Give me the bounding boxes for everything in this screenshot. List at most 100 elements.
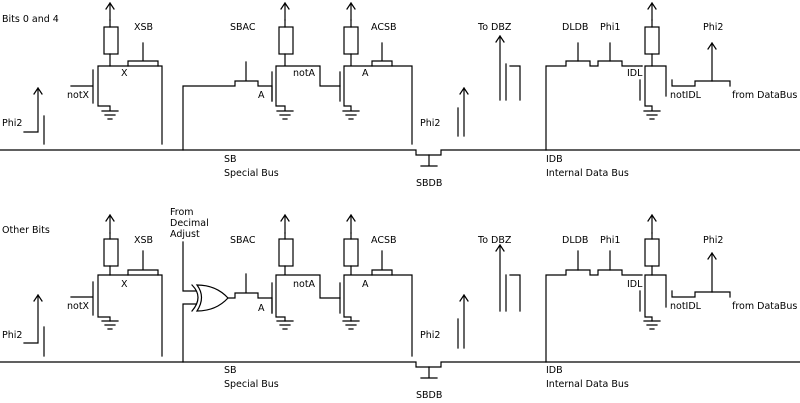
phi2-right-label: Phi2 (703, 22, 723, 33)
idb-label: IDB (546, 365, 563, 376)
a-gate-label: A (258, 303, 265, 314)
nota-inverter: notA (271, 213, 341, 330)
phi2-left-label: Phi2 (2, 330, 22, 341)
pullup-resistor-icon (343, 238, 359, 267)
notx-label: notX (67, 301, 90, 312)
ground-icon (643, 320, 661, 330)
idl-latch: IDL notIDL Phi2 from DataBus (627, 1, 797, 120)
sb-bus-line (0, 361, 800, 368)
internal-data-bus-label: Internal Data Bus (546, 379, 629, 390)
section-bits-0-and-4: Bits 0 and 4 XSB X notX Phi2 SBDB SB Spe… (0, 1, 800, 189)
ground-icon (276, 320, 294, 330)
a-gate-label: A (258, 90, 265, 101)
sb-label: SB (224, 365, 237, 376)
dldb-label: DLDB (562, 235, 588, 246)
ground-icon (342, 320, 360, 330)
phi2-mid-and-dbz: Phi2 To DBZ (420, 22, 521, 137)
nmos-transistor-icon (70, 65, 111, 111)
nota-label: notA (293, 279, 316, 290)
notidl-label: notIDL (670, 301, 702, 312)
sbdb-label: SBDB (416, 178, 442, 189)
special-bus-label: Special Bus (224, 168, 279, 179)
from-databus-label: from DataBus (732, 90, 797, 101)
ground-icon (643, 110, 661, 120)
idl-latch: IDL notIDL Phi2 from DataBus (627, 213, 797, 330)
sbac-path: SBAC A (182, 22, 273, 151)
nmos-transistor-icon (639, 232, 653, 322)
sb-label: SB (224, 154, 237, 165)
decimal-adjust-line-1: From (170, 207, 194, 218)
ground-icon (101, 320, 119, 330)
decimal-adjust-line-3: Adjust (170, 229, 200, 240)
acsb-label: ACSB (371, 235, 397, 246)
nota-inverter: notA (271, 1, 341, 120)
to-dbz-label: To DBZ (477, 22, 512, 33)
xsb-switch (127, 42, 159, 67)
nmos-transistor-icon (339, 232, 413, 357)
phi1-label: Phi1 (600, 235, 620, 246)
from-databus-label: from DataBus (732, 301, 797, 312)
pullup-resistor-icon (278, 238, 294, 267)
vdd-arrow-icon (346, 213, 356, 234)
x-node-label: X (121, 279, 128, 290)
vdd-arrow-icon (647, 213, 657, 234)
xsb-switch (127, 250, 159, 276)
notidl-label: notIDL (670, 90, 702, 101)
a-inverter: ACSB A (339, 213, 413, 357)
notx-label: notX (67, 90, 90, 101)
nota-label: notA (293, 68, 316, 79)
nmos-transistor-icon (70, 274, 111, 322)
phi2-left-pass-transistor: Phi2 (2, 86, 45, 145)
idb-bus-line (545, 269, 643, 363)
section-heading: Bits 0 and 4 (2, 14, 59, 25)
ground-icon (342, 110, 360, 120)
vdd-arrow-icon (280, 213, 290, 234)
a-node-label: A (362, 279, 369, 290)
sbac-label: SBAC (230, 22, 256, 33)
sbdb-switch (420, 154, 438, 167)
section-heading: Other Bits (2, 225, 50, 236)
xor-gate-icon (191, 284, 229, 312)
idb-label: IDB (546, 154, 563, 165)
x-register-cell: XSB X notX (67, 1, 163, 145)
pullup-resistor-icon (103, 238, 119, 267)
vdd-arrow-icon (105, 213, 115, 234)
decimal-adjust-line-2: Decimal (170, 218, 209, 229)
nmos-transistor-icon (639, 19, 653, 111)
decimal-adjust-xor: From Decimal Adjust SBAC A (170, 207, 273, 363)
dldb-label: DLDB (562, 22, 588, 33)
nmos-transistor-icon (339, 19, 413, 145)
nmos-transistor-icon (271, 19, 341, 111)
sb-bus-line (0, 149, 800, 156)
ground-icon (101, 110, 119, 120)
x-node-label: X (121, 68, 128, 79)
pullup-resistor-icon (343, 26, 359, 55)
phi2-mid-label: Phi2 (420, 330, 440, 341)
section-other-bits: Other Bits XSB X notX Phi2 SBDB SB Speci… (0, 207, 800, 401)
phi2-mid-and-dbz: Phi2 To DBZ (420, 235, 521, 349)
to-dbz-label: To DBZ (477, 235, 512, 246)
pullup-resistor-icon (278, 26, 294, 55)
vdd-arrow-icon (105, 1, 115, 21)
a-node-label: A (362, 68, 369, 79)
phi1-label: Phi1 (600, 22, 620, 33)
acsb-label: ACSB (371, 22, 397, 33)
phi2-mid-label: Phi2 (420, 118, 440, 129)
special-bus-label: Special Bus (224, 379, 279, 390)
phi2-left-pass-transistor: Phi2 (2, 293, 45, 357)
xsb-label: XSB (134, 22, 153, 33)
sbdb-switch (420, 366, 438, 379)
xsb-label: XSB (134, 235, 153, 246)
vdd-arrow-icon (647, 1, 657, 21)
vdd-arrow-icon (280, 1, 290, 21)
nmos-transistor-icon (271, 232, 341, 322)
pullup-resistor-icon (644, 26, 660, 55)
phi2-left-label: Phi2 (2, 118, 22, 129)
sbac-label: SBAC (230, 235, 256, 246)
idl-label: IDL (627, 68, 643, 79)
acsb-switch (371, 250, 393, 276)
pullup-resistor-icon (644, 238, 660, 267)
sbdb-label: SBDB (416, 390, 442, 401)
pullup-resistor-icon (103, 26, 119, 55)
